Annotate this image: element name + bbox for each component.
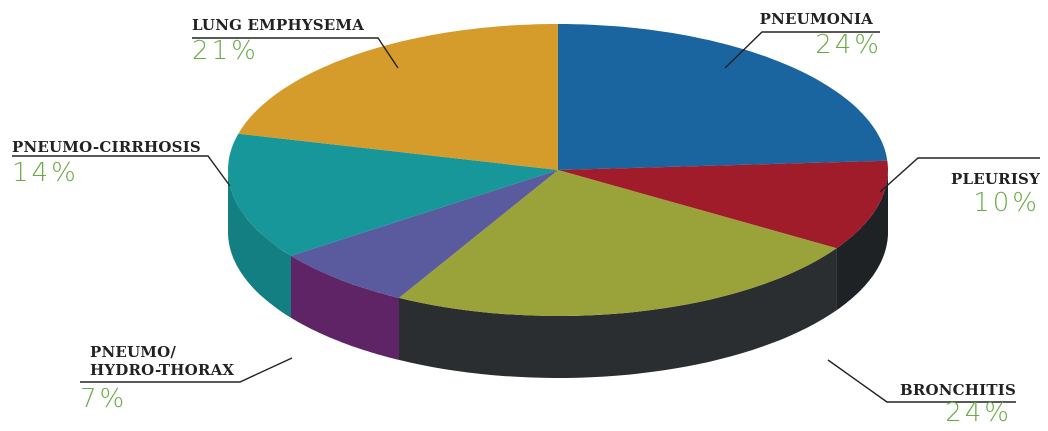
pie-top-faces bbox=[228, 24, 888, 316]
leader-lung-emphysema bbox=[192, 37, 399, 69]
percent-pneumo-hydro-thorax: 7% bbox=[80, 384, 128, 414]
leader-pneumo-cirrhosis bbox=[12, 155, 231, 187]
label-pneumo-cirrhosis: PNEUMO-CIRRHOSIS bbox=[12, 138, 201, 156]
percent-pneumonia: 24% bbox=[815, 30, 882, 60]
percent-pleurisy: 10% bbox=[973, 188, 1040, 218]
slice-bronchitis bbox=[399, 170, 837, 316]
side-bronchitis bbox=[399, 248, 837, 378]
label-pneumonia: PNEUMONIA bbox=[759, 10, 873, 28]
pie-sides bbox=[228, 170, 888, 378]
leader-lines bbox=[12, 31, 1040, 403]
slice-pneumo-cirrhosis bbox=[228, 133, 558, 256]
leader-bronchitis bbox=[827, 359, 1016, 403]
label-lung-emphysema: LUNG EMPHYSEMA bbox=[192, 16, 365, 34]
percent-bronchitis: 24% bbox=[945, 398, 1012, 428]
slice-pleurisy bbox=[558, 160, 888, 249]
side-pneumo-cirrhosis bbox=[228, 170, 291, 318]
slice-pneumo-hydro-thorax bbox=[291, 170, 558, 298]
leader-pneumonia bbox=[724, 31, 880, 69]
percent-pneumo-cirrhosis: 14% bbox=[12, 158, 79, 188]
leader-hydro-thorax bbox=[80, 357, 293, 383]
side-pneumo-hydro-thorax bbox=[291, 255, 399, 360]
label-pneumo-hydro-thorax: PNEUMO/ HYDRO-THORAX bbox=[90, 343, 235, 379]
label-bronchitis: BRONCHITIS bbox=[899, 381, 1016, 399]
label-pleurisy: PLEURISY bbox=[951, 170, 1040, 188]
leader-pleurisy bbox=[879, 157, 1040, 193]
slice-pneumonia bbox=[558, 24, 888, 170]
slice-lung-emphysema bbox=[238, 24, 558, 170]
side-pleurisy bbox=[836, 170, 888, 311]
percent-lung-emphysema: 21% bbox=[192, 36, 259, 66]
